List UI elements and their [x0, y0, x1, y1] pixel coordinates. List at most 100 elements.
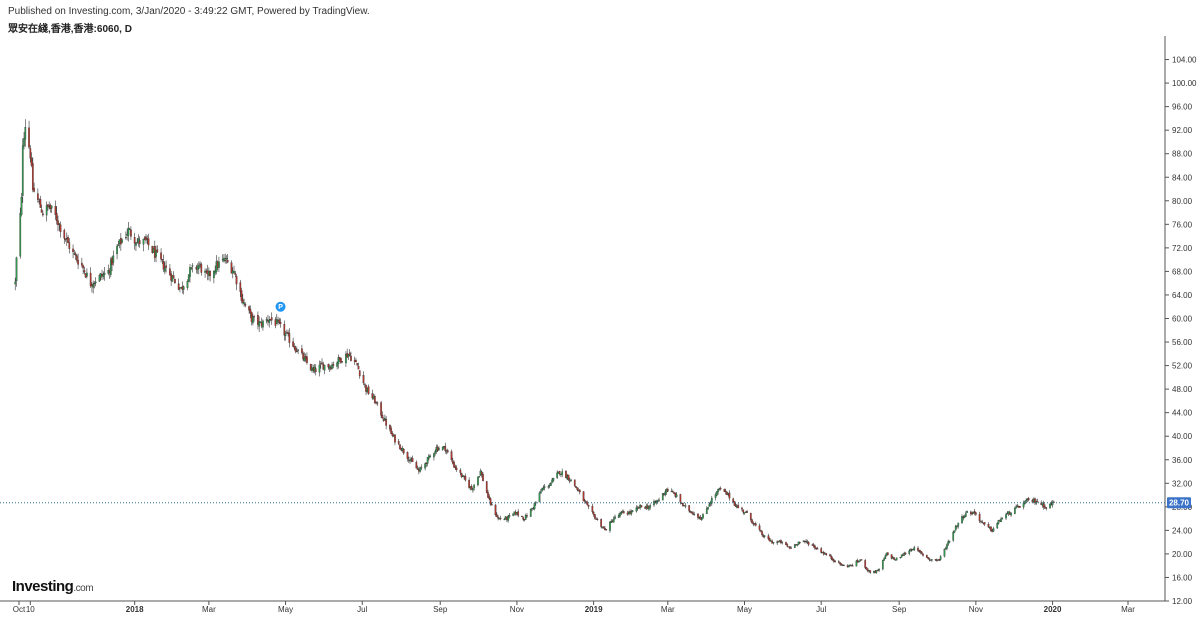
candle: [15, 256, 18, 287]
candle: [434, 449, 437, 456]
y-tick-label: 68.00: [1172, 267, 1193, 276]
candle-body: [239, 282, 242, 292]
candle-body: [578, 489, 581, 493]
candle: [160, 248, 162, 263]
p-marker[interactable]: P: [275, 301, 286, 312]
candle: [348, 349, 351, 357]
candle: [996, 522, 999, 529]
candle-body: [851, 565, 854, 567]
candle-body: [812, 544, 815, 547]
candle: [946, 543, 948, 551]
candle: [470, 484, 473, 491]
candle-body: [89, 272, 92, 287]
y-tick-label: 20.00: [1172, 550, 1193, 559]
candle-body: [895, 557, 898, 561]
candle: [640, 505, 643, 508]
candle-body: [244, 304, 247, 306]
candle: [93, 281, 96, 289]
candle-body: [31, 163, 34, 190]
candle-body: [682, 502, 684, 506]
candle: [878, 568, 880, 573]
candle-body: [454, 466, 457, 469]
candle-body: [705, 508, 708, 515]
candle: [490, 502, 493, 506]
candle: [278, 317, 281, 325]
candle-body: [954, 525, 957, 531]
candle-body: [495, 514, 498, 518]
candle: [241, 294, 244, 305]
candle-body: [990, 526, 992, 531]
candle: [592, 511, 595, 517]
candle: [913, 545, 916, 552]
candle-body: [594, 514, 596, 519]
candle-body: [314, 368, 317, 373]
candle-body: [283, 324, 286, 336]
candle-body: [693, 513, 696, 516]
candle-body: [671, 491, 674, 493]
candle: [371, 389, 374, 400]
candle-body: [917, 547, 919, 551]
candle-body: [1027, 498, 1030, 501]
candle: [746, 509, 748, 513]
candle: [604, 526, 606, 531]
candle: [478, 475, 481, 478]
y-tick-label: 56.00: [1172, 338, 1193, 347]
candle: [358, 370, 361, 379]
candle: [858, 560, 860, 563]
candle: [327, 363, 330, 370]
candle: [617, 513, 620, 519]
candle-body: [822, 552, 825, 555]
candle: [303, 352, 306, 362]
candle: [279, 318, 282, 328]
candle-body: [617, 515, 620, 518]
candle-body: [1045, 507, 1048, 509]
candle: [904, 552, 907, 556]
candle-body: [390, 428, 393, 435]
candle-body: [550, 483, 552, 486]
candle-body: [450, 451, 453, 460]
candle-body: [582, 491, 585, 502]
candle: [213, 270, 215, 284]
candle-body: [45, 205, 48, 216]
candle: [578, 489, 581, 495]
candle: [567, 474, 570, 482]
candle: [138, 236, 141, 248]
candle: [964, 511, 967, 517]
candle: [1051, 500, 1054, 508]
logo-suffix: .com: [73, 583, 94, 594]
candle-body: [362, 375, 365, 384]
candle-body: [142, 238, 145, 245]
candle: [763, 535, 766, 539]
candle: [336, 361, 338, 370]
candle-body: [697, 513, 699, 518]
candle: [1015, 504, 1017, 509]
candle: [488, 494, 491, 501]
candle: [671, 489, 674, 493]
candle-body: [94, 281, 97, 284]
candle: [1001, 517, 1004, 520]
candle-body: [710, 497, 713, 504]
candle: [243, 298, 245, 307]
candle-body: [234, 272, 237, 275]
candle-body: [612, 518, 615, 523]
candle: [920, 551, 923, 555]
candle-body: [488, 496, 491, 500]
candle: [943, 548, 946, 558]
candle: [135, 241, 137, 251]
y-tick-label: 12.00: [1172, 597, 1193, 606]
candle: [834, 560, 836, 563]
candle-body: [485, 481, 488, 493]
candle-body: [586, 502, 589, 506]
y-tick-label: 92.00: [1172, 126, 1193, 135]
candle: [820, 546, 823, 554]
candle: [539, 489, 542, 494]
candle-body: [341, 361, 343, 363]
candle-body: [790, 547, 792, 549]
candle-body: [973, 511, 976, 514]
candle-body: [459, 469, 462, 473]
candle: [543, 484, 546, 491]
candle: [576, 487, 579, 492]
candle-body: [189, 267, 191, 277]
candle: [550, 481, 552, 486]
